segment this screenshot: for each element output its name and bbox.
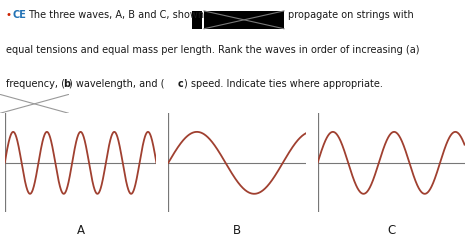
Text: B: B [233,224,241,236]
Text: A: A [77,224,84,236]
Text: CE: CE [13,10,27,20]
Text: equal tensions and equal mass per length. Rank the waves in order of increasing : equal tensions and equal mass per length… [6,45,419,55]
Text: The three waves, A, B and C, shown: The three waves, A, B and C, shown [28,10,204,20]
Text: ) wavelength, and (: ) wavelength, and ( [69,79,164,89]
Bar [192,11,202,29]
Text: •: • [6,10,12,20]
Text: propagate on strings with: propagate on strings with [288,10,414,20]
Bar [204,11,284,29]
Text: ) speed. Indicate ties where appropriate.: ) speed. Indicate ties where appropriate… [184,79,383,89]
Text: C: C [387,224,395,236]
Text: b: b [63,79,70,89]
Text: frequency, (: frequency, ( [6,79,65,89]
Text: c: c [178,79,184,89]
